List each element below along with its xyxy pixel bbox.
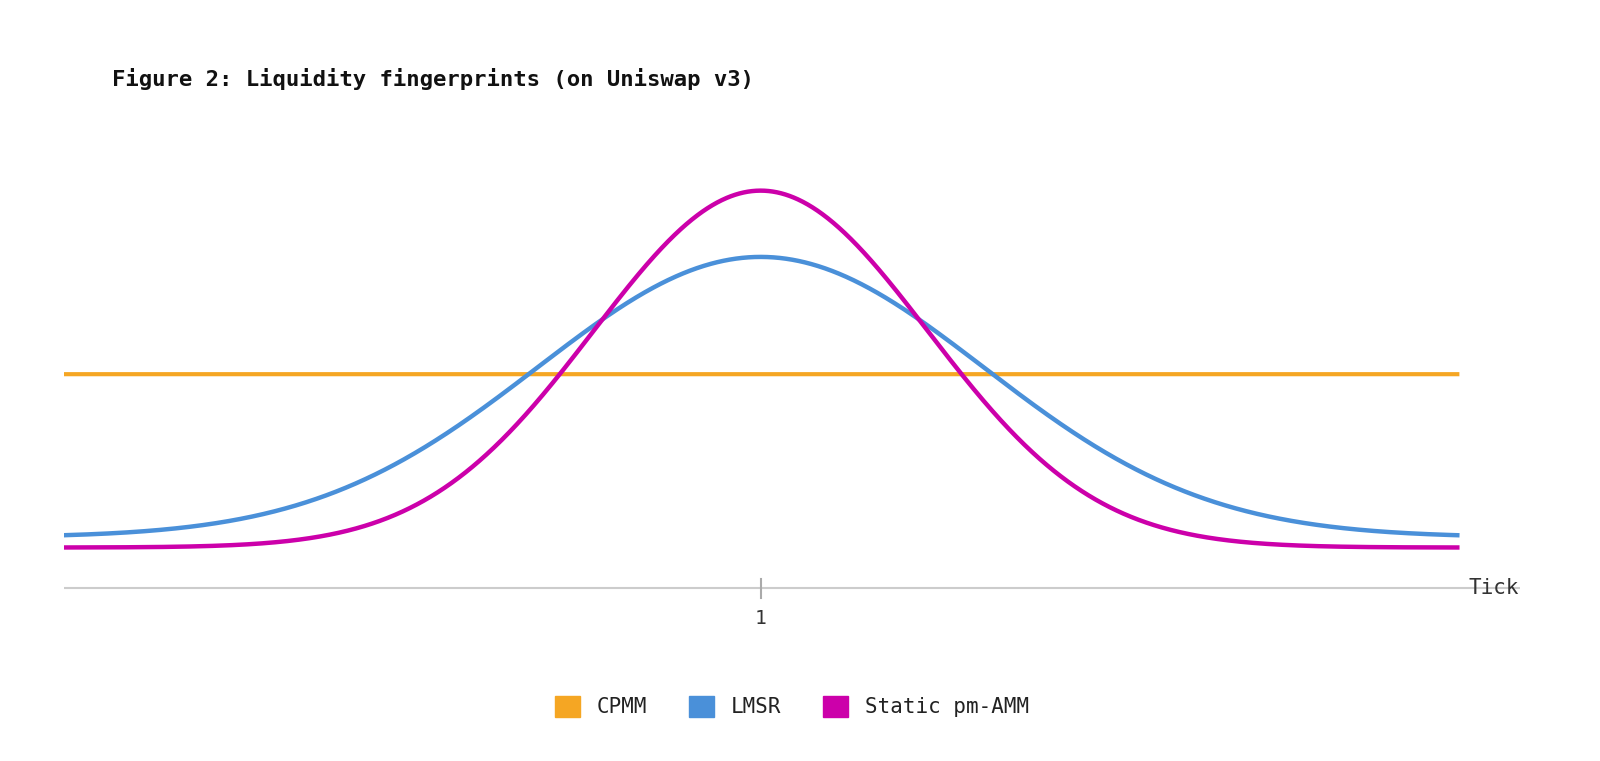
Text: 1: 1 <box>755 609 766 628</box>
Legend: CPMM, LMSR, Static pm-AMM: CPMM, LMSR, Static pm-AMM <box>547 687 1037 726</box>
Text: Figure 2: Liquidity fingerprints (on Uniswap v3): Figure 2: Liquidity fingerprints (on Uni… <box>112 68 754 91</box>
Text: Tick: Tick <box>1469 578 1518 598</box>
